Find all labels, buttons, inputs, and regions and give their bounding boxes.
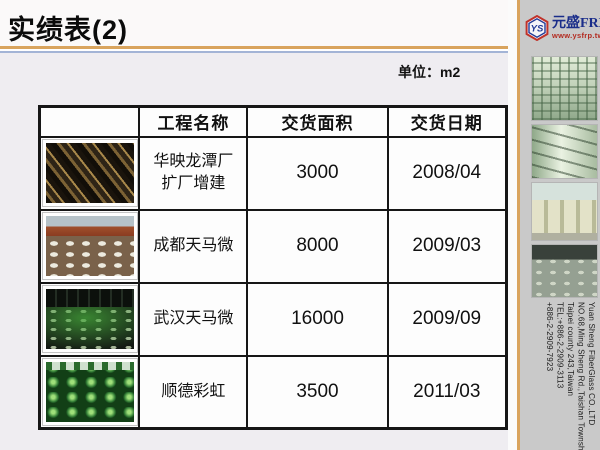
delivery-date-cell: 2009/09	[386, 281, 508, 357]
photo-cell	[38, 135, 141, 211]
company-address-line: Taipei county 243,Taiwan	[566, 302, 575, 397]
delivery-date-cell: 2011/03	[386, 354, 508, 430]
dark-factory-floor-green-light-photo	[42, 286, 137, 352]
company-logo: YS 元盛FRP www.ysfrp.tw	[524, 15, 600, 41]
cleanroom-steel-structure-construction-photo	[42, 140, 137, 206]
delivery-area-cell: 3000	[246, 135, 389, 211]
raised-floor-mold-field-cranes-photo	[42, 213, 137, 279]
delivery-area-cell: 8000	[246, 208, 389, 284]
project-name-cell: 成都天马微	[138, 208, 249, 284]
page-title: 实绩表(2)	[8, 15, 128, 45]
project-name-line: 顺德彩虹	[161, 382, 226, 400]
brand-website: www.ysfrp.tw	[552, 30, 600, 40]
project-name-line: 成都天马微	[153, 237, 234, 255]
header-delivery-area: 交货面积	[246, 105, 389, 138]
photo-cell	[38, 281, 141, 357]
divider-gap	[0, 49, 508, 51]
company-address-vertical-text: Yuan Sheng FiberGlass CO.,LTD NO.68,Ming…	[542, 302, 596, 450]
sidebar-orange-line	[517, 0, 520, 450]
frp-grating-ceiling-photo	[532, 57, 597, 120]
company-name-line: Yuan Sheng FiberGlass CO.,LTD	[587, 302, 596, 426]
delivery-date-cell: 2009/03	[386, 208, 508, 284]
table-row: 成都天马微 8000 2009/03	[38, 208, 508, 284]
divider-orange-line	[0, 46, 508, 49]
photo-cell	[38, 208, 141, 284]
table-header-row: 工程名称 交货面积 交货日期	[38, 105, 508, 138]
title-band	[0, 0, 508, 46]
unit-label: 单位：m2	[398, 64, 461, 80]
brand-name: 元盛FRP	[552, 15, 600, 31]
frp-tank-piping-photo	[532, 125, 597, 178]
header-project-name: 工程名称	[138, 105, 249, 138]
header-photo	[38, 105, 141, 138]
company-address-line: NO.68,Ming Sheng Rd.,Taishan Township;	[576, 302, 586, 450]
sidebar: YS 元盛FRP www.ysfrp.tw Yuan Sheng FiberGl…	[520, 0, 600, 450]
project-name-cell: 顺德彩虹	[138, 354, 249, 430]
slide-main-area: 实绩表(2) 单位：m2 工程名称 交货面积 交货日期 华映龙潭厂 扩厂增建	[0, 0, 508, 430]
green-dome-array-photo	[42, 358, 137, 425]
delivery-area-cell: 16000	[246, 281, 389, 357]
ys-hexagon-logo-icon: YS	[525, 15, 549, 41]
project-name-cell: 华映龙潭厂 扩厂增建	[138, 135, 249, 211]
performance-table: 工程名称 交货面积 交货日期 华映龙潭厂 扩厂增建 3000 2008/04	[38, 105, 508, 430]
frp-storage-tanks-photo	[532, 183, 597, 240]
header-delivery-date: 交货日期	[386, 105, 508, 138]
logo-badge-text: YS	[531, 24, 544, 35]
slide-edge-strip	[508, 0, 517, 450]
company-tel-line: TEL:+886-2-2909-3113	[555, 302, 565, 389]
project-name-cell: 武汉天马微	[138, 281, 249, 357]
table-row: 武汉天马微 16000 2009/09	[38, 281, 508, 357]
project-name-line: 扩厂增建	[161, 175, 226, 192]
company-tel-line: +886-2-2909-7923	[545, 302, 554, 372]
frp-factory-floor-photo	[532, 245, 597, 297]
brand-text-block: 元盛FRP www.ysfrp.tw	[552, 15, 600, 40]
divider-blue-line	[0, 51, 508, 53]
project-name-line: 武汉天马微	[153, 310, 234, 328]
photo-cell	[38, 354, 141, 430]
project-name-line: 华映龙潭厂	[153, 153, 234, 171]
delivery-date-cell: 2008/04	[386, 135, 508, 211]
delivery-area-cell: 3500	[246, 354, 389, 430]
table-row: 顺德彩虹 3500 2011/03	[38, 354, 508, 430]
table-row: 华映龙潭厂 扩厂增建 3000 2008/04	[38, 135, 508, 211]
